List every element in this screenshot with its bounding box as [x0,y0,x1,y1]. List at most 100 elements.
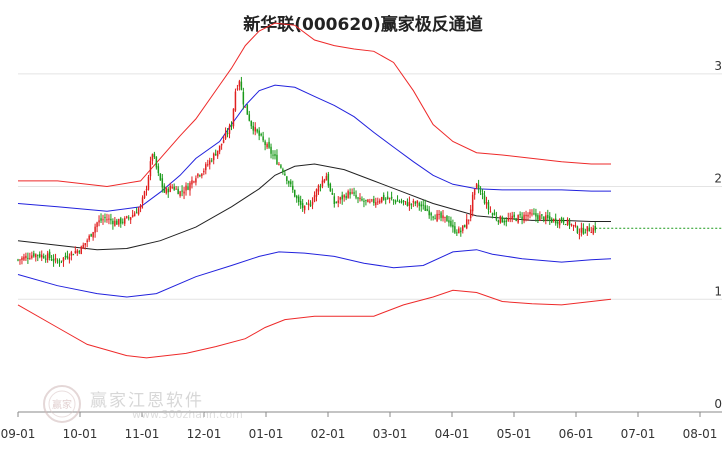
candle-body [66,255,69,259]
candle-body [594,226,596,231]
candle-body [398,200,401,203]
candle-body [426,208,428,211]
candle-body [349,192,351,195]
candle-body [94,226,96,233]
x-tick-label: 02-01 [311,427,346,441]
candle-body [382,194,385,200]
candle-body [501,217,504,223]
candle-body [572,225,575,227]
candle-body [371,199,373,201]
candle-body [402,200,405,202]
candle-body [284,173,286,175]
candle-body [460,230,462,233]
candle-body [169,185,171,192]
candle-body [549,216,551,220]
candle-body [90,234,92,237]
x-tick-label: 03-01 [373,427,408,441]
candle-body [578,233,581,235]
candle-body [203,170,205,173]
candle-body [125,216,128,218]
candle-body [209,160,211,165]
candle-body [440,212,442,218]
candle-body [347,191,349,198]
x-tick-label: 10-01 [63,427,98,441]
candle-body [151,154,154,161]
candle-body [552,219,555,222]
candle-body [214,153,217,156]
candle-body [434,218,436,220]
candle-body [487,201,490,210]
candle-body [315,189,318,197]
band-line-mid_lower [17,249,612,298]
candle-body [361,198,363,201]
x-tick-label: 06-01 [559,427,594,441]
candle-body [335,202,338,204]
candle-body [110,218,112,221]
candle-body [246,104,249,115]
candle-body [234,91,237,111]
candle-body [345,195,347,199]
candle-body [574,225,577,227]
candle-body [483,195,486,204]
candle-body [507,218,509,221]
candle-body [458,228,460,234]
candle-body [464,225,466,228]
candle-body [365,199,367,201]
candle-body [92,232,94,238]
candle-body [175,188,177,190]
watermark-logo-text: 赢家 [52,398,72,411]
candle-body [163,185,166,193]
candle-body [149,161,152,177]
candle-body [116,220,118,225]
candle-body [454,226,456,233]
candle-body [493,212,496,216]
candle-body [228,125,231,134]
candle-body [499,216,502,223]
candle-body [129,217,132,220]
candle-body [319,186,322,188]
candle-body [260,134,262,136]
candle-body [309,204,312,207]
candle-body [76,250,79,254]
candle-body [412,200,415,203]
candle-body [576,226,579,233]
candle-body [270,146,272,154]
candle-body [469,209,472,219]
candle-body [525,214,527,217]
candle-body [189,182,191,191]
candle-body [181,190,183,192]
candle-body [373,198,375,203]
candle-body [337,200,339,203]
candle-body [535,213,537,217]
candle-body [424,205,426,211]
candle-body [505,220,508,223]
x-tick-label: 07-01 [621,427,656,441]
candle-body [173,186,175,190]
candle-body [392,199,395,201]
candle-body [329,183,332,192]
candle-body [515,218,517,221]
y-tick-label: 3 [714,59,722,73]
candle-body [262,136,264,141]
candle-body [339,197,341,200]
candle-body [248,114,251,121]
candle-body [422,204,424,206]
candle-body [295,196,298,199]
candle-body [543,216,545,221]
candle-body [78,251,81,253]
candle-body [592,227,594,234]
candle-body [491,213,494,215]
candle-body [104,217,106,219]
candle-body [545,215,547,221]
candle-body [143,191,146,198]
candle-body [462,225,464,231]
x-tick-label: 01-01 [249,427,284,441]
candle-body [193,181,195,183]
candle-body [564,224,567,226]
candle-body [331,192,334,195]
band-line-center [17,163,611,251]
candle-body [562,219,565,223]
candle-body [106,219,108,221]
candle-body [70,252,73,256]
candle-body [541,214,543,216]
